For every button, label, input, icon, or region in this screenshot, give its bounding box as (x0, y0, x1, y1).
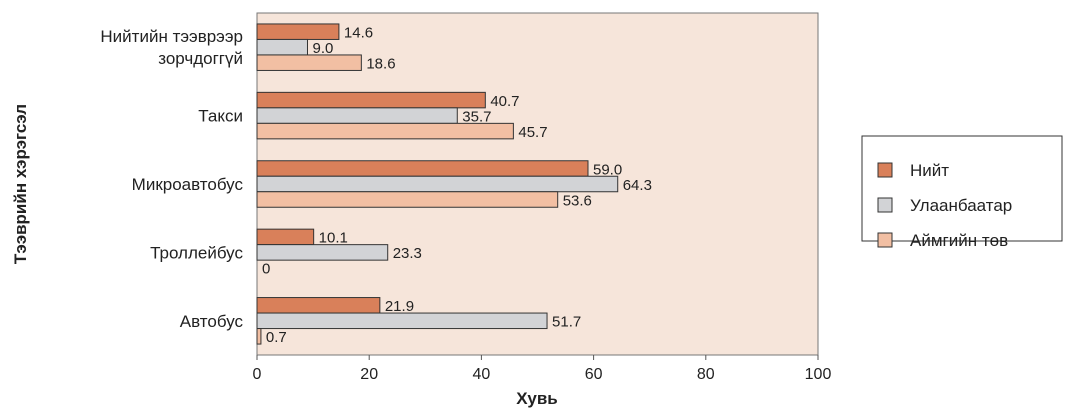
bar-5-2 (256, 312, 548, 330)
data-label-4-1: 10.1 (319, 230, 348, 247)
category-label-4-line-1: Троллейбус (150, 243, 243, 262)
bar-2-3 (256, 122, 514, 140)
data-label-2-2: 35.7 (462, 108, 491, 125)
legend: Нийт Улаанбаатар Аймгийн төв (861, 135, 1063, 250)
data-label-5-3: 0.7 (266, 329, 287, 346)
bar-2-2 (256, 107, 458, 124)
data-label-1-1: 14.6 (344, 24, 373, 41)
bar-3-2 (256, 175, 619, 193)
data-label-4-3: 0 (262, 261, 270, 278)
x-tick-label-80: 80 (697, 366, 715, 383)
data-label-2-3: 45.7 (518, 124, 547, 141)
bar-1-3 (256, 54, 362, 71)
legend-swatch-2 (877, 197, 893, 213)
bar-1-1 (256, 23, 340, 40)
legend-swatch-3 (877, 232, 893, 248)
category-label-1-line-1: Нийтийн тээврээр (100, 27, 243, 46)
bars-group (256, 23, 619, 345)
x-tick-label-0: 0 (253, 366, 262, 383)
x-tick-label-40: 40 (473, 366, 491, 383)
bar-1-2 (256, 38, 308, 56)
legend-label-3: Аймгийн төв (910, 231, 1008, 250)
bar-4-1 (256, 228, 315, 246)
category-label-3-line-1: Микроавтобус (132, 175, 244, 194)
category-label-1-line-2: зорчдоггүй (158, 49, 243, 68)
legend-box (861, 135, 1063, 242)
bar-2-1 (256, 91, 486, 109)
bar-4-2 (256, 244, 389, 261)
y-axis-title: Тээврийн хэрэгсэл (11, 104, 30, 264)
x-tick-label-100: 100 (805, 366, 832, 383)
data-label-1-3: 18.6 (366, 55, 395, 72)
legend-label-1: Нийт (910, 161, 949, 180)
legend-label-2: Улаанбаатар (910, 196, 1012, 215)
data-label-5-1: 21.9 (385, 298, 414, 315)
data-label-5-2: 51.7 (552, 314, 581, 331)
legend-swatch-1 (877, 162, 893, 178)
data-labels-group: 14.6 9.0 18.6 40.735.7 45.7 59.064.3 53.6 10.1 2… (262, 24, 652, 346)
x-tick-label-60: 60 (585, 366, 603, 383)
data-label-2-1: 40.7 (490, 93, 519, 110)
category-label-2-line-1: Такси (198, 107, 243, 126)
data-label-3-1: 59.0 (593, 161, 622, 178)
x-axis-title: Хувь (516, 389, 557, 408)
data-label-4-2: 23.3 (393, 245, 422, 262)
bar-5-1 (256, 297, 381, 314)
x-tick-label-20: 20 (360, 366, 378, 383)
category-labels-group: Нийтийн тээврээр зорчдоггүй Такси Микроавто… (100, 27, 243, 331)
category-label-5-line-1: Автобус (180, 312, 244, 331)
data-label-3-3: 53.6 (563, 192, 592, 209)
bar-3-3 (256, 191, 559, 208)
data-label-3-2: 64.3 (623, 177, 652, 194)
legend-items-group: Нийт Улаанбаатар Аймгийн төв (877, 161, 1012, 250)
data-label-1-2: 9.0 (312, 40, 333, 57)
bar-5-3 (256, 328, 262, 345)
bar-3-1 (256, 160, 589, 177)
x-ticks-group: 0 20 40 60 80 100 (253, 355, 832, 383)
